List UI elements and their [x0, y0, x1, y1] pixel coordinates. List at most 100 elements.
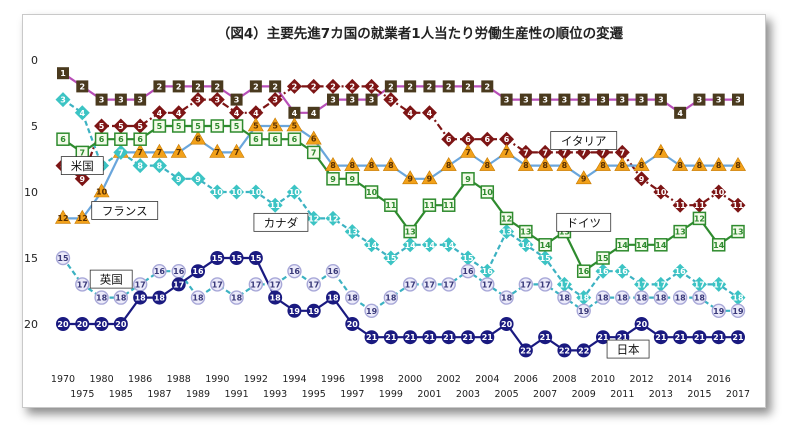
data-point: 6 — [287, 132, 302, 146]
data-label: 18 — [694, 294, 706, 303]
point-marker — [326, 172, 340, 186]
data-label: 11 — [694, 201, 706, 210]
data-label: 16 — [617, 267, 629, 276]
data-point: 3 — [577, 93, 590, 106]
data-label: 12 — [308, 214, 319, 223]
point-marker — [711, 184, 727, 200]
data-point: 4 — [229, 105, 245, 121]
data-label: 5 — [157, 122, 163, 131]
data-label: 6 — [504, 135, 510, 144]
data-point: 7 — [113, 144, 129, 160]
data-label: 3 — [388, 96, 394, 105]
data-point: 17 — [171, 277, 186, 292]
data-point: 17 — [248, 277, 264, 292]
data-point: 12 — [74, 209, 91, 224]
series-label-text: イタリア — [561, 134, 607, 148]
data-label: 18 — [385, 294, 397, 303]
point-marker — [634, 276, 650, 292]
data-point: 6 — [249, 132, 263, 146]
data-label: 7 — [523, 148, 529, 157]
data-point: 16 — [460, 264, 476, 279]
point-marker — [519, 93, 532, 106]
series-label-box — [550, 131, 618, 150]
point-marker — [152, 290, 167, 305]
data-point: 17 — [210, 277, 225, 292]
data-point: 6 — [114, 132, 128, 146]
data-point: 7 — [228, 143, 245, 158]
data-label: 9 — [465, 175, 471, 184]
data-point: 17 — [653, 276, 669, 292]
point-marker — [152, 119, 167, 133]
data-point: 8 — [710, 156, 727, 171]
data-point: 17 — [267, 277, 283, 292]
data-label: 17 — [694, 280, 705, 289]
data-point: 10 — [480, 185, 495, 199]
x-tick-label: 1985 — [109, 389, 133, 400]
data-point: 10 — [286, 184, 302, 200]
data-label: 2 — [311, 82, 317, 91]
data-point: 17 — [306, 277, 321, 292]
data-point: 4 — [421, 105, 437, 121]
data-label: 8 — [716, 161, 722, 170]
data-point: 3 — [134, 93, 147, 106]
data-label: 20 — [115, 320, 127, 329]
data-point: 3 — [597, 93, 609, 106]
point-marker — [558, 93, 571, 106]
data-label: 21 — [405, 333, 417, 342]
data-label: 4 — [677, 109, 683, 118]
x-tick-label: 1995 — [302, 389, 326, 400]
data-point: 3 — [635, 93, 648, 106]
data-label: 9 — [639, 175, 645, 184]
data-point: 19 — [576, 303, 591, 318]
data-point: 3 — [519, 93, 532, 106]
data-point: 4 — [674, 106, 687, 119]
data-label: 2 — [157, 82, 163, 91]
data-point: 5 — [210, 119, 225, 133]
data-point: 7 — [652, 143, 669, 158]
data-label: 8 — [523, 161, 529, 170]
data-label: 20 — [77, 320, 89, 329]
series-label-box — [606, 339, 650, 359]
series-label-text: フランス — [102, 204, 148, 218]
point-marker — [692, 211, 707, 226]
data-point: 18 — [653, 290, 669, 305]
data-point: 11 — [384, 198, 398, 212]
data-point: 3 — [346, 93, 359, 106]
data-label: 6 — [253, 135, 259, 144]
point-marker — [248, 105, 264, 121]
data-label: 15 — [212, 254, 224, 263]
point-marker — [711, 330, 726, 345]
point-marker — [635, 93, 648, 106]
data-label: 11 — [732, 201, 744, 210]
x-tick-label: 1994 — [282, 374, 306, 385]
data-point: 21 — [441, 330, 456, 345]
point-marker — [691, 276, 707, 292]
point-marker — [691, 197, 707, 213]
point-marker — [268, 290, 283, 305]
data-label: 18 — [617, 294, 629, 303]
data-label: 3 — [562, 96, 568, 105]
y-tick-label: 5 — [31, 120, 38, 133]
point-marker — [519, 224, 533, 239]
point-marker — [479, 131, 495, 147]
data-label: 15 — [57, 254, 69, 263]
data-point: 3 — [230, 93, 243, 106]
x-tick-label: 1986 — [128, 374, 152, 385]
data-point: 7 — [306, 145, 321, 160]
point-marker — [75, 277, 90, 292]
point-marker — [325, 78, 341, 94]
data-point: 6 — [499, 131, 515, 147]
point-marker — [192, 80, 204, 93]
data-label: 10 — [366, 188, 378, 197]
point-marker — [556, 276, 572, 292]
data-point: 7 — [537, 144, 553, 160]
data-label: 20 — [96, 320, 108, 329]
series-label: フランス — [91, 201, 159, 220]
point-marker — [459, 143, 477, 158]
data-point: 18 — [557, 290, 572, 305]
point-marker — [113, 317, 128, 331]
data-point: 2 — [481, 80, 494, 93]
data-point: 21 — [653, 330, 668, 345]
point-marker — [383, 290, 399, 305]
data-point: 17 — [480, 277, 495, 292]
